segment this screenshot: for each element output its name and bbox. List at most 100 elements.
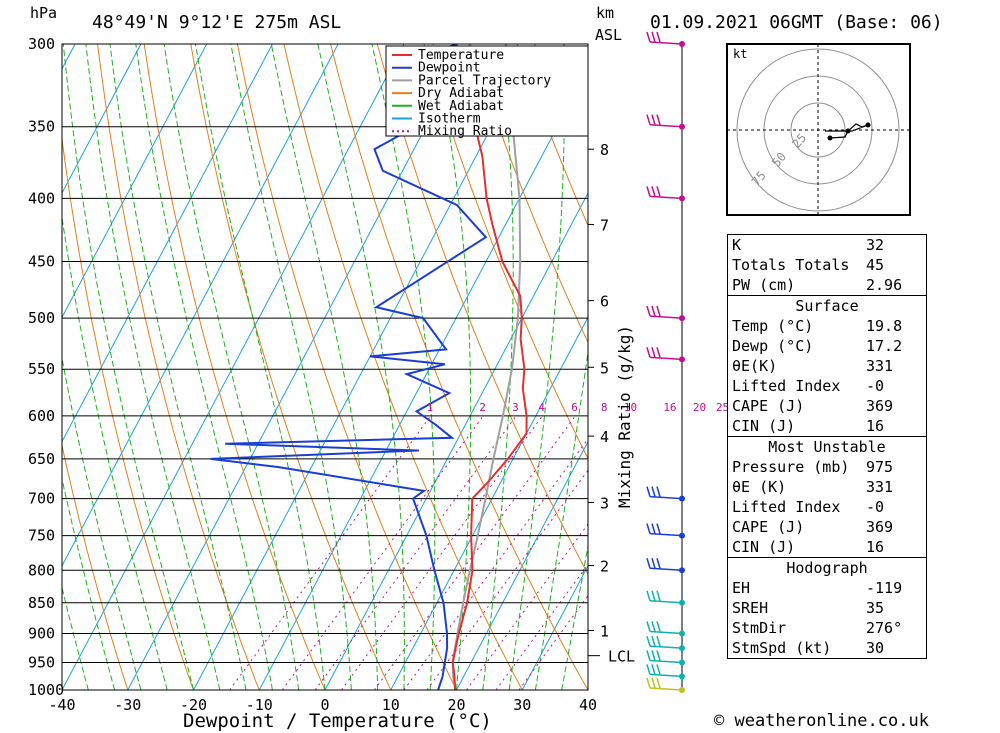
- wind-barb-feather: [646, 114, 651, 125]
- isotherm-line: [62, 44, 142, 195]
- wind-barb-feather: [656, 635, 661, 647]
- hodograph-point: [827, 135, 833, 141]
- isotherm-line: [0, 44, 9, 690]
- index-label: CAPE (J): [732, 518, 805, 536]
- wind-barb-feather: [656, 347, 661, 358]
- temperature-tick-label: 30: [513, 696, 531, 714]
- wind-barb-feather: [656, 186, 661, 197]
- index-label: Lifted Index: [732, 498, 841, 516]
- isotherm-line: [258, 67, 588, 690]
- pressure-tick-label: 950: [28, 653, 55, 671]
- index-value: -0: [866, 377, 885, 395]
- isotherm-line: [456, 440, 588, 690]
- pressure-tick-label: 800: [28, 561, 55, 579]
- wind-barb-feather: [646, 621, 651, 632]
- mixing-ratio-label: 4: [538, 401, 545, 414]
- dry-adiabat-line: [516, 44, 588, 227]
- dry-adiabat-line: [62, 442, 129, 690]
- wet-adiabat-line: [62, 476, 116, 690]
- temperature-tick-label: -40: [48, 696, 75, 714]
- isotherm-line: [521, 564, 588, 690]
- index-label: PW (cm): [732, 276, 796, 294]
- index-label: Totals Totals: [732, 256, 850, 274]
- wet-adiabats: [62, 44, 588, 690]
- wet-adiabat-line: [482, 44, 514, 690]
- index-value: 32: [866, 236, 885, 254]
- wet-adiabat-line: [561, 543, 588, 690]
- index-label: CIN (J): [732, 538, 796, 556]
- parcel-trajectory-line: [451, 44, 522, 690]
- index-label: CIN (J): [732, 417, 796, 435]
- index-label: Temp (°C): [732, 317, 814, 335]
- mixing-ratio-label: 2: [479, 401, 486, 414]
- pressure-tick-label: 750: [28, 527, 55, 545]
- km-tick-label: 7: [600, 217, 609, 235]
- wind-barb-feather: [656, 31, 661, 43]
- wind-barb-feather: [651, 114, 656, 125]
- pressure-tick-label: 1000: [28, 681, 64, 699]
- wind-barb-feather: [651, 664, 656, 675]
- pressure-tick-label: 900: [28, 624, 55, 642]
- wind-barb-feather: [646, 590, 651, 602]
- wind-barb-staff: [649, 687, 683, 691]
- isotherm-line: [390, 316, 588, 690]
- wind-barb-feather: [656, 590, 661, 602]
- indices-section-title: Hodograph: [727, 557, 927, 578]
- index-value: 30: [866, 639, 885, 657]
- mixing-ratio-line: [314, 415, 517, 690]
- wind-barb-feather: [656, 621, 661, 632]
- dry-adiabat-line: [937, 44, 1000, 690]
- temperature-tick-label: 10: [382, 696, 400, 714]
- wind-barb-feather: [651, 347, 656, 358]
- wind-barb-feather: [656, 650, 661, 661]
- wind-barb-feather: [651, 305, 656, 317]
- wind-barb-feather: [656, 114, 661, 125]
- hodograph-ring: [736, 48, 900, 212]
- wind-barb-feather: [646, 186, 651, 197]
- legend-box: [385, 45, 589, 137]
- km-tick-label: 3: [600, 494, 609, 512]
- hodograph-point: [845, 128, 851, 134]
- run-title: 01.09.2021 06GMT (Base: 06): [650, 12, 943, 33]
- wind-barb-staff: [649, 532, 683, 537]
- wet-adiabat-line: [62, 214, 168, 690]
- mixing-ratio-label: 6: [571, 401, 578, 414]
- dry-adiabat-line: [470, 44, 588, 344]
- index-label: StmDir: [732, 619, 787, 637]
- wind-barb-staff: [649, 600, 683, 604]
- index-label: EH: [732, 579, 751, 597]
- mixing-ratio-label: 1: [427, 401, 434, 414]
- asl-label: ASL: [595, 26, 622, 44]
- index-label: Lifted Index: [732, 377, 841, 395]
- mixing-ratio-line: [426, 469, 588, 690]
- wind-barb-staff: [649, 567, 683, 572]
- height-km-axis: 8 7 6 5 4 3 2 1 LCL: [588, 141, 635, 666]
- hodograph-point: [865, 122, 871, 128]
- index-value: 45: [866, 256, 885, 274]
- isotherm-line: [62, 44, 339, 567]
- index-label: CAPE (J): [732, 397, 805, 415]
- wet-adiabat-line: [135, 44, 273, 690]
- mixing-ratio-label: 25: [716, 401, 729, 414]
- pressure-tick-label: 600: [28, 407, 55, 425]
- wet-adiabat-line: [109, 44, 247, 690]
- wind-barb-feather: [646, 664, 651, 675]
- pressure-tick-label: 550: [28, 360, 55, 378]
- wind-barb-feather: [656, 677, 661, 689]
- legend-label: Dry Adiabat: [418, 86, 504, 101]
- wind-barb-feather: [651, 186, 656, 197]
- wind-barb-feather: [651, 635, 656, 647]
- wet-adiabat-line: [508, 44, 565, 690]
- index-label: θE (K): [732, 478, 787, 496]
- dry-adiabat-line: [62, 135, 194, 690]
- mixing-ratio-axis-title: Mixing Ratio (g/kg): [615, 325, 634, 508]
- wind-barb-feather: [646, 347, 651, 358]
- wind-barb-feather: [651, 621, 656, 632]
- wind-barb-staff: [649, 123, 683, 128]
- mixing-ratio-labels: 1 2 3 4 6 8 10 16 20 25: [427, 401, 730, 414]
- mixing-ratio-label: 10: [624, 401, 637, 414]
- dry-adiabat-line: [423, 44, 588, 460]
